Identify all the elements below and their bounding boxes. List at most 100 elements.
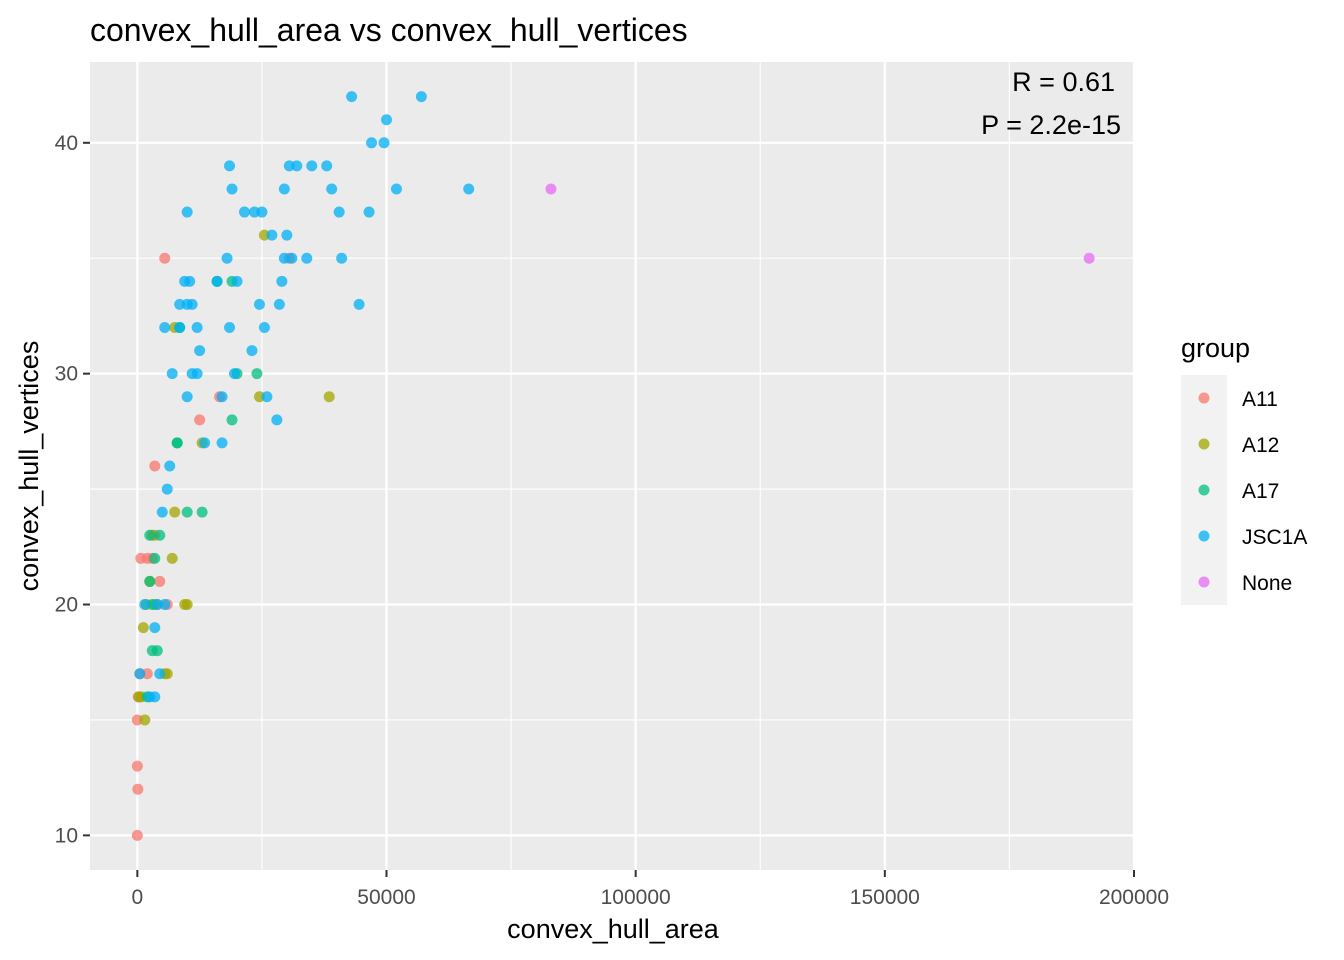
data-point-jsc1a (353, 298, 365, 310)
legend-label-a11: A11 (1242, 388, 1278, 411)
data-point-a17 (149, 552, 161, 564)
x-axis-ticks: 0 50000 100000 150000 200000 (131, 870, 1169, 909)
data-point-a11 (132, 783, 144, 795)
data-point-jsc1a (191, 368, 203, 380)
x-tick-label: 50000 (357, 886, 415, 909)
legend-key-a11 (1198, 392, 1210, 404)
data-point-jsc1a (366, 137, 378, 149)
data-point-a17 (154, 529, 166, 541)
data-point-jsc1a (186, 298, 198, 310)
data-point-jsc1a (363, 206, 375, 218)
data-point-jsc1a (164, 460, 176, 472)
legend-key-a17 (1198, 484, 1210, 496)
data-point-jsc1a (216, 391, 228, 403)
data-point-jsc1a (463, 183, 475, 195)
y-axis-title: convex_hull_vertices (14, 341, 44, 592)
y-tick-label: 40 (55, 132, 78, 155)
data-point-jsc1a (306, 160, 318, 172)
chart-title: convex_hull_area vs convex_hull_vertices (90, 12, 688, 48)
legend-label-a12: A12 (1242, 434, 1279, 457)
data-point-a12 (181, 599, 193, 611)
data-point-jsc1a (226, 183, 238, 195)
data-point-a11 (154, 575, 166, 587)
data-point-a17 (226, 414, 238, 426)
data-point-jsc1a (149, 691, 161, 703)
data-point-a12 (137, 622, 149, 634)
data-point-jsc1a (281, 229, 293, 241)
legend-key-a12 (1198, 438, 1210, 450)
data-point-jsc1a (221, 252, 233, 264)
data-point-a17 (144, 575, 156, 587)
data-point-jsc1a (321, 160, 333, 172)
data-point-jsc1a (273, 298, 285, 310)
legend-title: group (1181, 333, 1250, 363)
data-point-jsc1a (238, 206, 250, 218)
data-point-jsc1a (415, 91, 427, 103)
data-point-jsc1a (134, 668, 146, 680)
data-point-jsc1a (149, 622, 161, 634)
data-point-a17 (151, 645, 163, 657)
data-point-jsc1a (139, 599, 151, 611)
data-point-a17 (251, 368, 263, 380)
legend-label-a17: A17 (1242, 480, 1279, 503)
data-point-a12 (166, 552, 178, 564)
major-gridlines (90, 62, 1136, 870)
plot-panel (90, 62, 1134, 870)
correlation-p-label: P = 2.2e-15 (981, 110, 1121, 140)
x-tick-label: 150000 (850, 886, 920, 909)
data-point-jsc1a (224, 321, 236, 333)
data-point-jsc1a (156, 506, 168, 518)
data-point-jsc1a (378, 137, 390, 149)
data-point-jsc1a (286, 252, 298, 264)
y-axis-ticks: 10 20 30 40 (55, 132, 90, 847)
data-point-jsc1a (326, 183, 338, 195)
data-point-jsc1a (266, 229, 278, 241)
data-point-jsc1a (276, 275, 288, 287)
data-point-a12 (323, 391, 335, 403)
data-point-jsc1a (261, 391, 273, 403)
data-point-a11 (159, 252, 171, 264)
data-point-jsc1a (390, 183, 402, 195)
data-point-a17 (144, 529, 156, 541)
data-point-jsc1a (174, 321, 186, 333)
data-point-jsc1a (258, 321, 270, 333)
data-point-jsc1a (159, 321, 171, 333)
x-tick-label: 0 (131, 886, 143, 909)
legend-label-none: None (1242, 572, 1292, 595)
data-point-jsc1a (166, 368, 178, 380)
data-point-jsc1a (216, 437, 228, 449)
x-tick-label: 200000 (1099, 886, 1169, 909)
data-point-jsc1a (154, 668, 166, 680)
y-tick-label: 20 (55, 594, 78, 617)
y-tick-label: 30 (55, 363, 78, 386)
data-point-jsc1a (301, 252, 313, 264)
data-point-jsc1a (229, 368, 241, 380)
data-point-a11 (149, 460, 161, 472)
legend-key-none (1198, 576, 1210, 588)
data-point-a17 (171, 437, 183, 449)
data-point-jsc1a (199, 437, 211, 449)
data-point-jsc1a (184, 275, 196, 287)
legend-label-jsc1a: JSC1A (1242, 526, 1307, 549)
data-point-jsc1a (224, 160, 236, 172)
data-point-jsc1a (231, 275, 243, 287)
data-point-jsc1a (194, 345, 206, 357)
legend-key-jsc1a (1198, 530, 1210, 542)
legend: A11 A12 A17 JSC1A None (1198, 388, 1307, 595)
data-point-jsc1a (181, 206, 193, 218)
data-point-jsc1a (181, 391, 193, 403)
data-point-jsc1a (161, 483, 173, 495)
data-point-jsc1a (253, 298, 265, 310)
data-point-jsc1a (211, 275, 223, 287)
data-point-a12 (139, 714, 151, 726)
x-axis-title: convex_hull_area (507, 914, 720, 944)
data-point-jsc1a (381, 114, 393, 126)
data-point-jsc1a (346, 91, 358, 103)
data-point-jsc1a (336, 252, 348, 264)
data-point-jsc1a (271, 414, 283, 426)
data-points (131, 91, 1095, 841)
data-point-a11 (194, 414, 206, 426)
data-point-jsc1a (246, 345, 258, 357)
data-point-a11 (131, 760, 143, 772)
